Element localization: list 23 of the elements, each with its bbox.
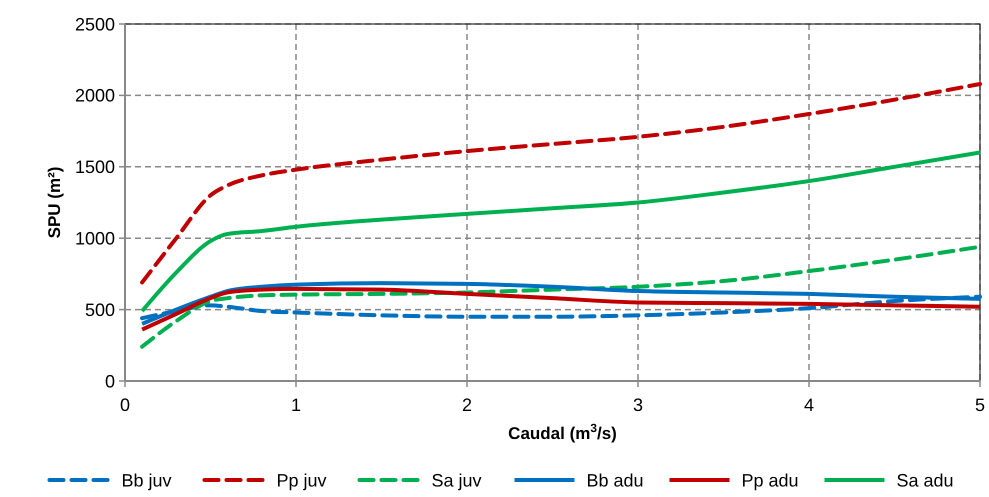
line-series bbox=[140, 82, 982, 284]
y-tick-label: 1000 bbox=[74, 228, 115, 248]
x-axis-title: Caudal (m$^{3}$/s) bbox=[508, 421, 617, 443]
legend-label: Sa adu bbox=[896, 470, 954, 490]
legend-label: Sa juv bbox=[432, 470, 482, 490]
y-axis-title: SPU (m²) bbox=[45, 166, 64, 238]
legend-label: Bb adu bbox=[586, 470, 644, 490]
line-series bbox=[140, 150, 982, 314]
x-tick-label: 0 bbox=[120, 395, 130, 415]
y-tick-label: 1500 bbox=[74, 157, 115, 178]
legend-label: Bb juv bbox=[122, 470, 172, 490]
line-series bbox=[140, 286, 982, 332]
x-tick-label: 4 bbox=[804, 395, 814, 415]
x-tick-label: 1 bbox=[290, 395, 302, 415]
y-tick-label: 0 bbox=[104, 371, 115, 392]
y-tick-label: 2000 bbox=[74, 86, 115, 106]
y-tick-label: 2500 bbox=[74, 14, 115, 34]
x-tick-label: 2 bbox=[462, 395, 472, 415]
y-tick-label: 500 bbox=[84, 300, 115, 320]
x-tick-label: 5 bbox=[974, 395, 986, 415]
x-tick-label: 3 bbox=[632, 395, 644, 415]
legend-label: Pp adu bbox=[742, 470, 799, 490]
legend-label: Pp juv bbox=[276, 470, 327, 490]
